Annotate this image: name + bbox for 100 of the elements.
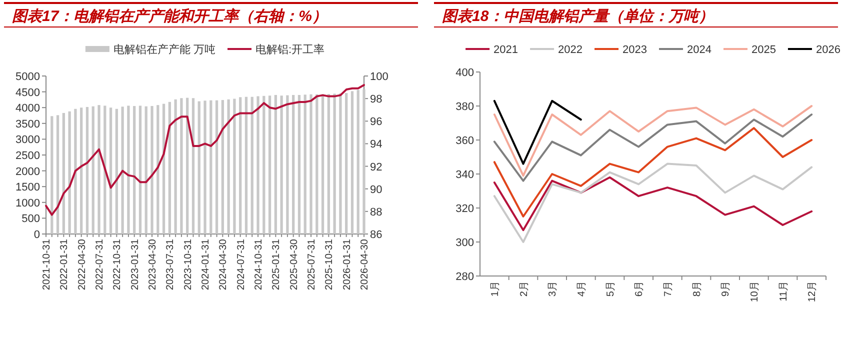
bar [180,98,183,234]
bar [74,108,77,234]
x-tick-label: 2025-10-31 [324,238,336,290]
bar [168,102,171,234]
x-tick-label: 2024-01-31 [200,238,212,290]
bar [68,111,71,234]
y-tick-label: 300 [456,237,474,249]
x-tick-label: 4月 [576,281,588,297]
bar [333,94,336,234]
bar [274,94,277,234]
bar [156,105,160,234]
x-tick-label: 3月 [548,281,559,297]
bar [127,106,130,234]
x-tick-label: 2026-04-30 [360,238,370,290]
bar [239,97,242,234]
bar [268,96,272,234]
bar [280,96,283,234]
bar [210,100,212,234]
bar [362,89,366,234]
bar [215,100,218,234]
y2-tick-label: 92 [370,161,382,174]
legend-label: 电解铝:开工率 [256,43,325,56]
y-tick-label: 2000 [16,166,40,178]
bar [198,101,200,234]
bar [350,91,354,234]
y2-tick-label: 98 [370,94,382,106]
y-tick-label: 2500 [16,150,40,162]
bar [262,96,266,234]
x-tick-label: 2024-10-31 [254,238,264,290]
bar [144,106,148,234]
x-tick-label: 2023-07-31 [165,238,176,290]
bar [316,94,318,234]
bar [133,106,136,234]
x-tick-label: 2026-01-31 [342,238,353,290]
y2-tick-label: 88 [370,206,382,218]
bar [233,98,236,234]
legend-label: 2021 [494,44,518,56]
bar [244,96,248,234]
y-tick-label: 4500 [16,86,40,99]
x-tick-label: 2023-10-31 [182,238,194,290]
y2-tick-label: 86 [370,229,382,241]
bar [256,96,260,234]
bar [345,93,348,234]
bar [227,99,230,234]
line-series [45,84,365,216]
bar [62,112,65,234]
bar [56,115,60,234]
bar [138,106,142,234]
y-tick-label: 1500 [16,182,40,194]
line-series [493,105,813,177]
bar [115,108,118,234]
bar [221,100,224,234]
bar [192,98,195,234]
y-tick-label: 320 [456,203,474,215]
bar [250,96,254,234]
y-tick-label: 380 [456,101,474,113]
chart-title: 图表17：电解铝在产产能和开工率（右轴：%） [12,7,328,25]
x-tick-label: 6月 [634,281,646,297]
y2-tick-label: 96 [370,116,382,128]
x-tick-label: 2022-07-31 [94,238,106,290]
y2-tick-label: 94 [370,138,382,151]
bar [204,100,206,234]
bar [98,105,100,234]
x-tick-label: 2023-01-31 [130,238,141,290]
bar [86,106,89,234]
y2-tick-label: 100 [370,71,388,83]
line-series [493,162,813,243]
x-tick-label: 2024-07-31 [236,238,247,290]
x-tick-label: 2022-10-31 [112,238,124,290]
y-tick-label: 5000 [16,71,40,83]
bar [174,99,177,234]
x-tick-label: 9月 [720,281,732,297]
x-tick-label: 2025-01-31 [271,238,282,290]
bar [121,106,124,234]
x-tick-label: 2024-04-30 [218,238,230,290]
x-tick-label: 7月 [662,281,674,297]
bar [186,98,189,234]
y-tick-label: 280 [456,271,474,283]
line-series [493,176,813,232]
x-tick-label: 2022-04-30 [76,238,88,290]
legend-label: 2023 [622,44,647,56]
line-series [493,127,813,218]
line-series [493,114,813,182]
y-tick-label: 0 [34,229,40,241]
y-tick-label: 4000 [16,102,40,115]
bar [327,94,330,234]
legend-label: 电解铝在产产能 万吨 [113,43,216,56]
bar [92,106,94,234]
legend-label: 2025 [751,44,776,56]
y2-tick-label: 90 [370,184,382,196]
x-tick-label: 8月 [692,281,703,297]
x-tick-label: 11月 [778,281,790,302]
x-tick-label: 2022-01-31 [59,238,70,290]
legend-label: 2022 [558,44,583,56]
legend-label: 2026 [816,44,840,56]
y-tick-label: 400 [456,67,474,79]
bar [150,106,154,234]
bar [304,94,306,234]
y-tick-label: 3000 [16,134,40,146]
bar [339,93,342,234]
